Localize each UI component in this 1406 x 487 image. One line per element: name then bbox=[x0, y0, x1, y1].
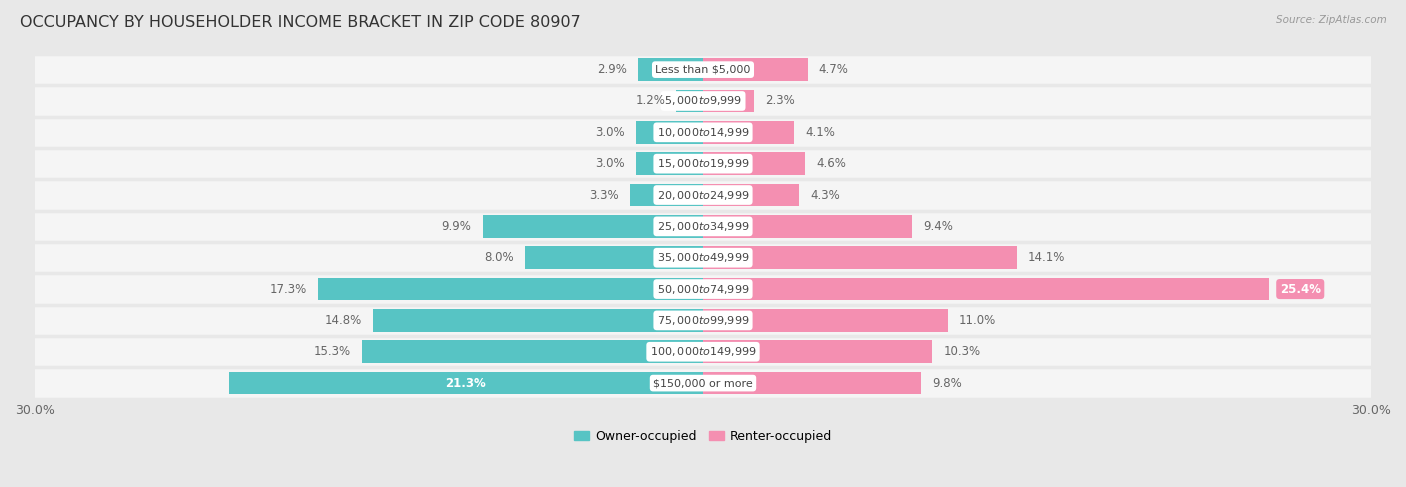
FancyBboxPatch shape bbox=[35, 85, 1371, 117]
Bar bbox=[703, 184, 799, 206]
FancyBboxPatch shape bbox=[35, 179, 1371, 211]
FancyBboxPatch shape bbox=[35, 242, 1371, 273]
Bar bbox=[638, 58, 703, 81]
Bar bbox=[636, 121, 703, 144]
Text: $75,000 to $99,999: $75,000 to $99,999 bbox=[657, 314, 749, 327]
Text: $20,000 to $24,999: $20,000 to $24,999 bbox=[657, 188, 749, 202]
Text: $10,000 to $14,999: $10,000 to $14,999 bbox=[657, 126, 749, 139]
FancyBboxPatch shape bbox=[35, 117, 1371, 148]
FancyBboxPatch shape bbox=[35, 148, 1371, 179]
FancyBboxPatch shape bbox=[35, 273, 1371, 305]
Text: $100,000 to $149,999: $100,000 to $149,999 bbox=[650, 345, 756, 358]
Bar bbox=[703, 309, 948, 332]
Text: 1.2%: 1.2% bbox=[636, 94, 665, 108]
Text: 4.6%: 4.6% bbox=[817, 157, 846, 170]
Text: Source: ZipAtlas.com: Source: ZipAtlas.com bbox=[1275, 15, 1386, 25]
Text: 10.3%: 10.3% bbox=[943, 345, 980, 358]
Text: 17.3%: 17.3% bbox=[270, 282, 307, 296]
Text: 21.3%: 21.3% bbox=[446, 376, 486, 390]
Bar bbox=[676, 90, 703, 112]
FancyBboxPatch shape bbox=[35, 336, 1371, 367]
Text: 14.8%: 14.8% bbox=[325, 314, 363, 327]
Text: 3.3%: 3.3% bbox=[589, 188, 619, 202]
Text: Less than $5,000: Less than $5,000 bbox=[655, 65, 751, 75]
Text: 11.0%: 11.0% bbox=[959, 314, 997, 327]
FancyBboxPatch shape bbox=[35, 367, 1371, 399]
Text: $15,000 to $19,999: $15,000 to $19,999 bbox=[657, 157, 749, 170]
Text: OCCUPANCY BY HOUSEHOLDER INCOME BRACKET IN ZIP CODE 80907: OCCUPANCY BY HOUSEHOLDER INCOME BRACKET … bbox=[20, 15, 581, 30]
Text: 14.1%: 14.1% bbox=[1028, 251, 1066, 264]
Bar bbox=[363, 340, 703, 363]
Text: $25,000 to $34,999: $25,000 to $34,999 bbox=[657, 220, 749, 233]
Text: 9.4%: 9.4% bbox=[924, 220, 953, 233]
Bar bbox=[703, 215, 912, 238]
Text: 3.0%: 3.0% bbox=[595, 157, 626, 170]
FancyBboxPatch shape bbox=[35, 54, 1371, 85]
Bar bbox=[630, 184, 703, 206]
Bar bbox=[703, 121, 794, 144]
Text: 9.8%: 9.8% bbox=[932, 376, 962, 390]
Bar bbox=[482, 215, 703, 238]
Bar bbox=[636, 152, 703, 175]
Text: 2.3%: 2.3% bbox=[765, 94, 796, 108]
Text: $5,000 to $9,999: $5,000 to $9,999 bbox=[664, 94, 742, 108]
Bar bbox=[524, 246, 703, 269]
Bar bbox=[374, 309, 703, 332]
Bar bbox=[703, 340, 932, 363]
FancyBboxPatch shape bbox=[35, 211, 1371, 242]
Bar bbox=[703, 90, 754, 112]
Text: 3.0%: 3.0% bbox=[595, 126, 626, 139]
Text: 4.3%: 4.3% bbox=[810, 188, 839, 202]
Bar bbox=[318, 278, 703, 300]
Legend: Owner-occupied, Renter-occupied: Owner-occupied, Renter-occupied bbox=[568, 425, 838, 448]
Bar bbox=[703, 152, 806, 175]
Bar bbox=[229, 372, 703, 394]
FancyBboxPatch shape bbox=[35, 305, 1371, 336]
Text: $35,000 to $49,999: $35,000 to $49,999 bbox=[657, 251, 749, 264]
Text: $50,000 to $74,999: $50,000 to $74,999 bbox=[657, 282, 749, 296]
Text: 25.4%: 25.4% bbox=[1279, 282, 1320, 296]
Text: 8.0%: 8.0% bbox=[484, 251, 513, 264]
Text: 2.9%: 2.9% bbox=[598, 63, 627, 76]
Bar bbox=[703, 278, 1268, 300]
Text: $150,000 or more: $150,000 or more bbox=[654, 378, 752, 388]
Text: 4.1%: 4.1% bbox=[806, 126, 835, 139]
Bar bbox=[703, 58, 807, 81]
Text: 4.7%: 4.7% bbox=[818, 63, 849, 76]
Text: 15.3%: 15.3% bbox=[314, 345, 352, 358]
Bar bbox=[703, 246, 1017, 269]
Bar bbox=[703, 372, 921, 394]
Text: 9.9%: 9.9% bbox=[441, 220, 471, 233]
